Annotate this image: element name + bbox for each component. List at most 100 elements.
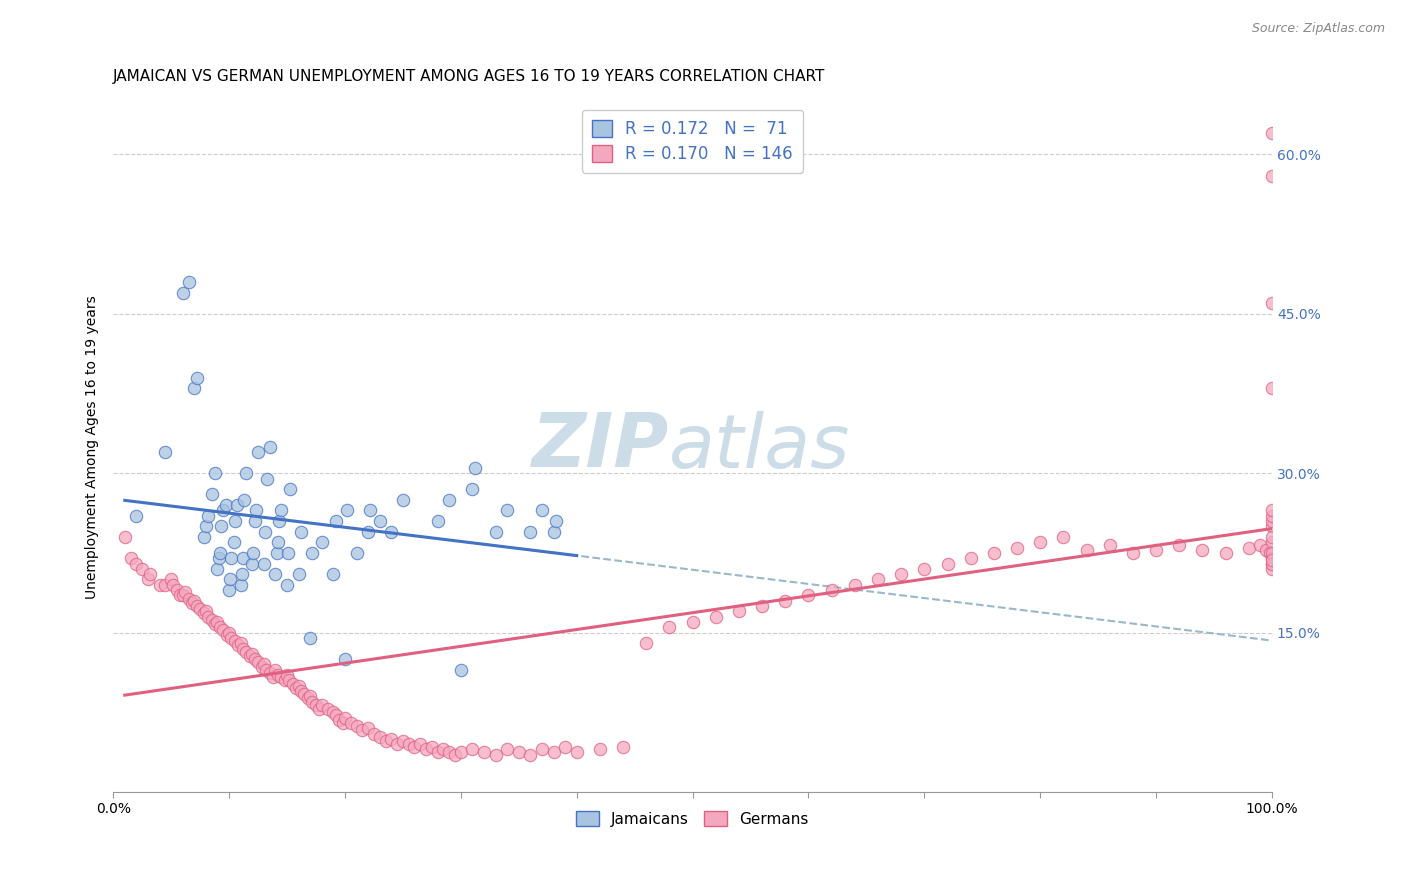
Point <box>247 656 270 670</box>
Point <box>224 514 246 528</box>
Point <box>250 659 273 673</box>
Point <box>1191 542 1213 557</box>
Point <box>267 668 290 682</box>
Point <box>232 641 254 656</box>
Text: ZIP: ZIP <box>531 410 669 483</box>
Point <box>277 546 299 560</box>
Point <box>228 638 250 652</box>
Point <box>148 578 170 592</box>
Point <box>325 708 347 723</box>
Point <box>207 615 229 629</box>
Point <box>1122 546 1144 560</box>
Point <box>287 679 309 693</box>
Point <box>280 482 302 496</box>
Point <box>207 562 229 576</box>
Point <box>183 593 205 607</box>
Point <box>519 524 541 539</box>
Point <box>346 546 368 560</box>
Point <box>1237 541 1260 555</box>
Point <box>1052 530 1074 544</box>
Point <box>270 670 292 684</box>
Point <box>380 524 402 539</box>
Point <box>276 668 298 682</box>
Point <box>1249 539 1271 553</box>
Point <box>139 567 162 582</box>
Point <box>1261 553 1284 567</box>
Point <box>155 578 177 592</box>
Point <box>1261 508 1284 523</box>
Point <box>1261 535 1284 549</box>
Point <box>333 710 356 724</box>
Point <box>264 663 287 677</box>
Point <box>160 573 183 587</box>
Point <box>125 557 148 571</box>
Point <box>177 275 200 289</box>
Point <box>565 745 588 759</box>
Point <box>186 599 208 613</box>
Point <box>322 567 344 582</box>
Point <box>1261 557 1284 571</box>
Point <box>484 747 506 762</box>
Point <box>172 285 194 300</box>
Point <box>1261 546 1284 560</box>
Point <box>775 593 797 607</box>
Point <box>266 546 288 560</box>
Point <box>333 652 356 666</box>
Point <box>181 596 204 610</box>
Point <box>1261 551 1284 566</box>
Point <box>264 567 287 582</box>
Point <box>1168 539 1191 553</box>
Point <box>368 514 391 528</box>
Point <box>797 588 820 602</box>
Point <box>155 445 177 459</box>
Legend: Jamaicans, Germans: Jamaicans, Germans <box>569 805 815 832</box>
Point <box>172 588 194 602</box>
Point <box>432 742 454 756</box>
Point <box>336 503 359 517</box>
Point <box>224 634 246 648</box>
Point <box>1261 169 1284 183</box>
Point <box>1261 562 1284 576</box>
Point <box>450 745 472 759</box>
Point <box>197 508 219 523</box>
Point <box>297 691 319 706</box>
Point <box>530 503 553 517</box>
Point <box>186 370 208 384</box>
Point <box>1258 546 1281 560</box>
Point <box>751 599 773 613</box>
Point <box>177 591 200 606</box>
Point <box>253 557 276 571</box>
Point <box>311 698 333 712</box>
Point <box>404 740 426 755</box>
Point <box>193 530 215 544</box>
Point <box>235 645 257 659</box>
Point <box>464 461 486 475</box>
Point <box>212 624 235 638</box>
Point <box>554 740 576 755</box>
Point <box>254 663 277 677</box>
Point <box>374 734 396 748</box>
Point <box>359 503 381 517</box>
Point <box>226 498 249 512</box>
Point <box>328 713 350 727</box>
Point <box>339 715 361 730</box>
Point <box>912 562 935 576</box>
Point <box>589 742 612 756</box>
Point <box>1261 530 1284 544</box>
Point <box>444 747 467 762</box>
Point <box>259 665 281 680</box>
Point <box>214 498 236 512</box>
Point <box>231 567 253 582</box>
Point <box>208 620 231 634</box>
Point <box>267 535 290 549</box>
Point <box>285 681 308 695</box>
Point <box>890 567 912 582</box>
Point <box>301 695 323 709</box>
Point <box>233 492 256 507</box>
Y-axis label: Unemployment Among Ages 16 to 19 years: Unemployment Among Ages 16 to 19 years <box>86 294 100 599</box>
Point <box>543 745 565 759</box>
Point <box>439 492 461 507</box>
Point <box>398 737 420 751</box>
Point <box>704 609 727 624</box>
Point <box>278 673 301 688</box>
